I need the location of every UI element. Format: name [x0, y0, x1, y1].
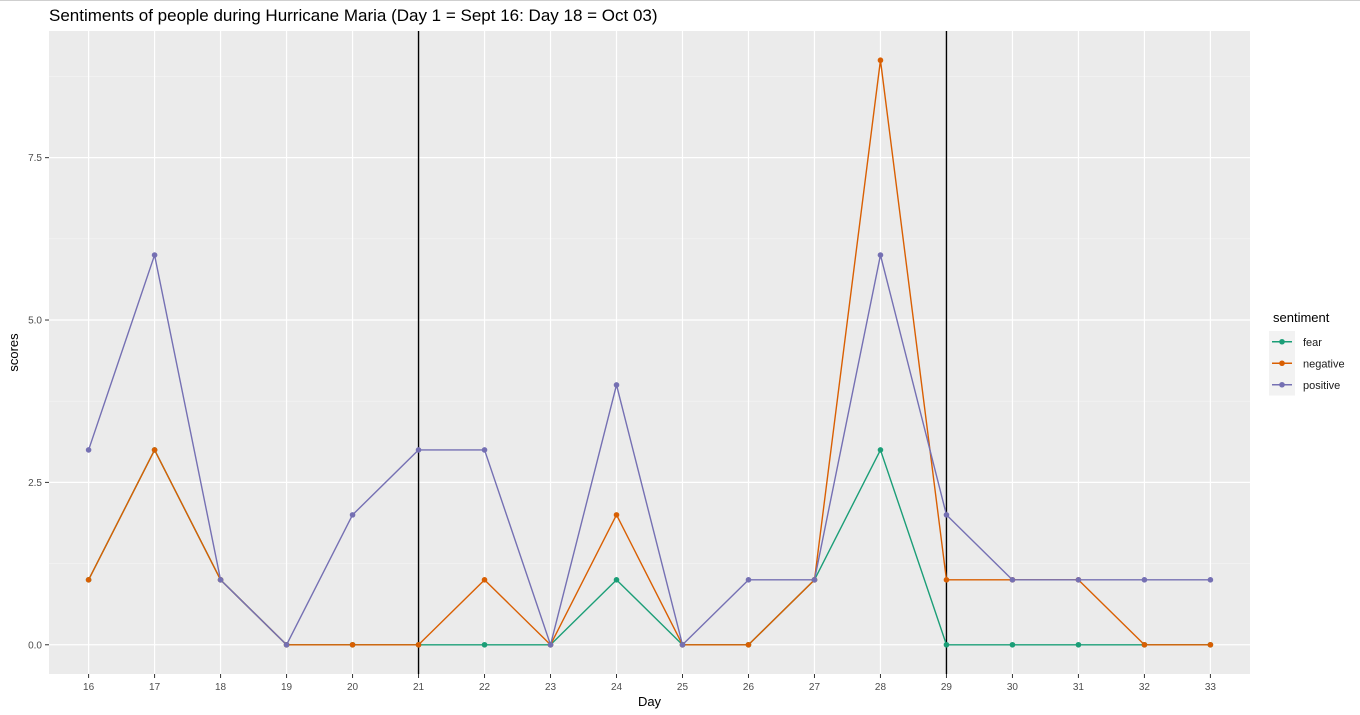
data-point-positive [151, 252, 158, 258]
x-tick-label: 31 [1073, 682, 1085, 693]
legend-key-point [1279, 338, 1285, 345]
y-axis-title: scores [6, 333, 21, 372]
data-point-negative [85, 577, 92, 583]
x-tick-label: 29 [941, 682, 953, 693]
series-points [85, 57, 1214, 648]
legend: sentiment fear negative positive [1269, 310, 1345, 396]
data-point-positive [1141, 577, 1148, 583]
data-point-negative [1141, 641, 1148, 648]
x-tick-label: 21 [413, 682, 425, 693]
legend-title: sentiment [1273, 310, 1330, 325]
data-point-positive [811, 577, 818, 583]
data-point-fear [1009, 641, 1016, 648]
series-line-positive [87, 254, 1211, 646]
y-tick-label: 2.5 [28, 478, 42, 489]
legend-key-point [1279, 360, 1285, 367]
data-point-negative [745, 641, 752, 648]
data-point-positive [1207, 577, 1214, 583]
data-point-positive [547, 641, 554, 648]
y-tick-label: 0.0 [28, 640, 42, 651]
chart-title: Sentiments of people during Hurricane Ma… [49, 6, 658, 25]
data-point-negative [943, 577, 950, 583]
data-point-positive [613, 382, 620, 388]
data-point-negative [481, 577, 488, 583]
reference-lines [417, 31, 948, 674]
data-point-positive [1009, 577, 1016, 583]
series-lines [87, 59, 1211, 646]
data-point-positive [943, 512, 950, 518]
data-point-negative [349, 641, 356, 648]
data-point-positive [1075, 577, 1082, 583]
x-tick-label: 33 [1205, 682, 1217, 693]
x-tick-label: 25 [677, 682, 689, 693]
data-point-fear [877, 447, 884, 453]
x-axis: 16 17 18 19 20 21 22 23 24 25 26 27 28 29 30 31 32 33 [83, 674, 1216, 693]
data-point-fear [481, 641, 488, 648]
plot-panel [49, 31, 1250, 674]
data-point-positive [415, 447, 422, 453]
x-tick-label: 28 [875, 682, 887, 693]
y-axis: 0.0 2.5 5.0 7.5 [28, 153, 49, 651]
y-tick-label: 7.5 [28, 153, 42, 164]
legend-label-negative: negative [1303, 358, 1345, 370]
data-point-positive [349, 512, 356, 518]
data-point-negative [415, 641, 422, 648]
data-point-negative [613, 512, 620, 518]
data-point-positive [481, 447, 488, 453]
x-tick-label: 26 [743, 682, 755, 693]
x-tick-label: 27 [809, 682, 821, 693]
x-tick-label: 23 [545, 682, 557, 693]
data-point-positive [679, 641, 686, 648]
x-tick-label: 18 [215, 682, 227, 693]
data-point-negative [151, 447, 158, 453]
legend-label-fear: fear [1303, 337, 1322, 349]
minor-gridlines [49, 76, 1250, 564]
data-point-positive [283, 641, 290, 648]
x-tick-label: 24 [611, 682, 623, 693]
x-tick-label: 20 [347, 682, 359, 693]
data-point-negative [1207, 641, 1214, 648]
legend-key-point [1279, 381, 1285, 388]
data-point-positive [85, 447, 92, 453]
data-point-fear [1075, 641, 1082, 648]
data-point-fear [943, 641, 950, 648]
x-tick-label: 16 [83, 682, 95, 693]
data-point-fear [613, 577, 620, 583]
x-axis-title: Day [638, 694, 662, 709]
data-point-positive [217, 577, 224, 583]
legend-label-positive: positive [1303, 380, 1340, 392]
x-tick-label: 22 [479, 682, 491, 693]
x-tick-label: 17 [149, 682, 161, 693]
data-point-negative [877, 57, 884, 64]
data-point-positive [877, 252, 884, 258]
x-tick-label: 19 [281, 682, 293, 693]
x-tick-label: 32 [1139, 682, 1151, 693]
x-tick-label: 30 [1007, 682, 1019, 693]
data-point-positive [745, 577, 752, 583]
y-tick-label: 5.0 [28, 316, 42, 327]
